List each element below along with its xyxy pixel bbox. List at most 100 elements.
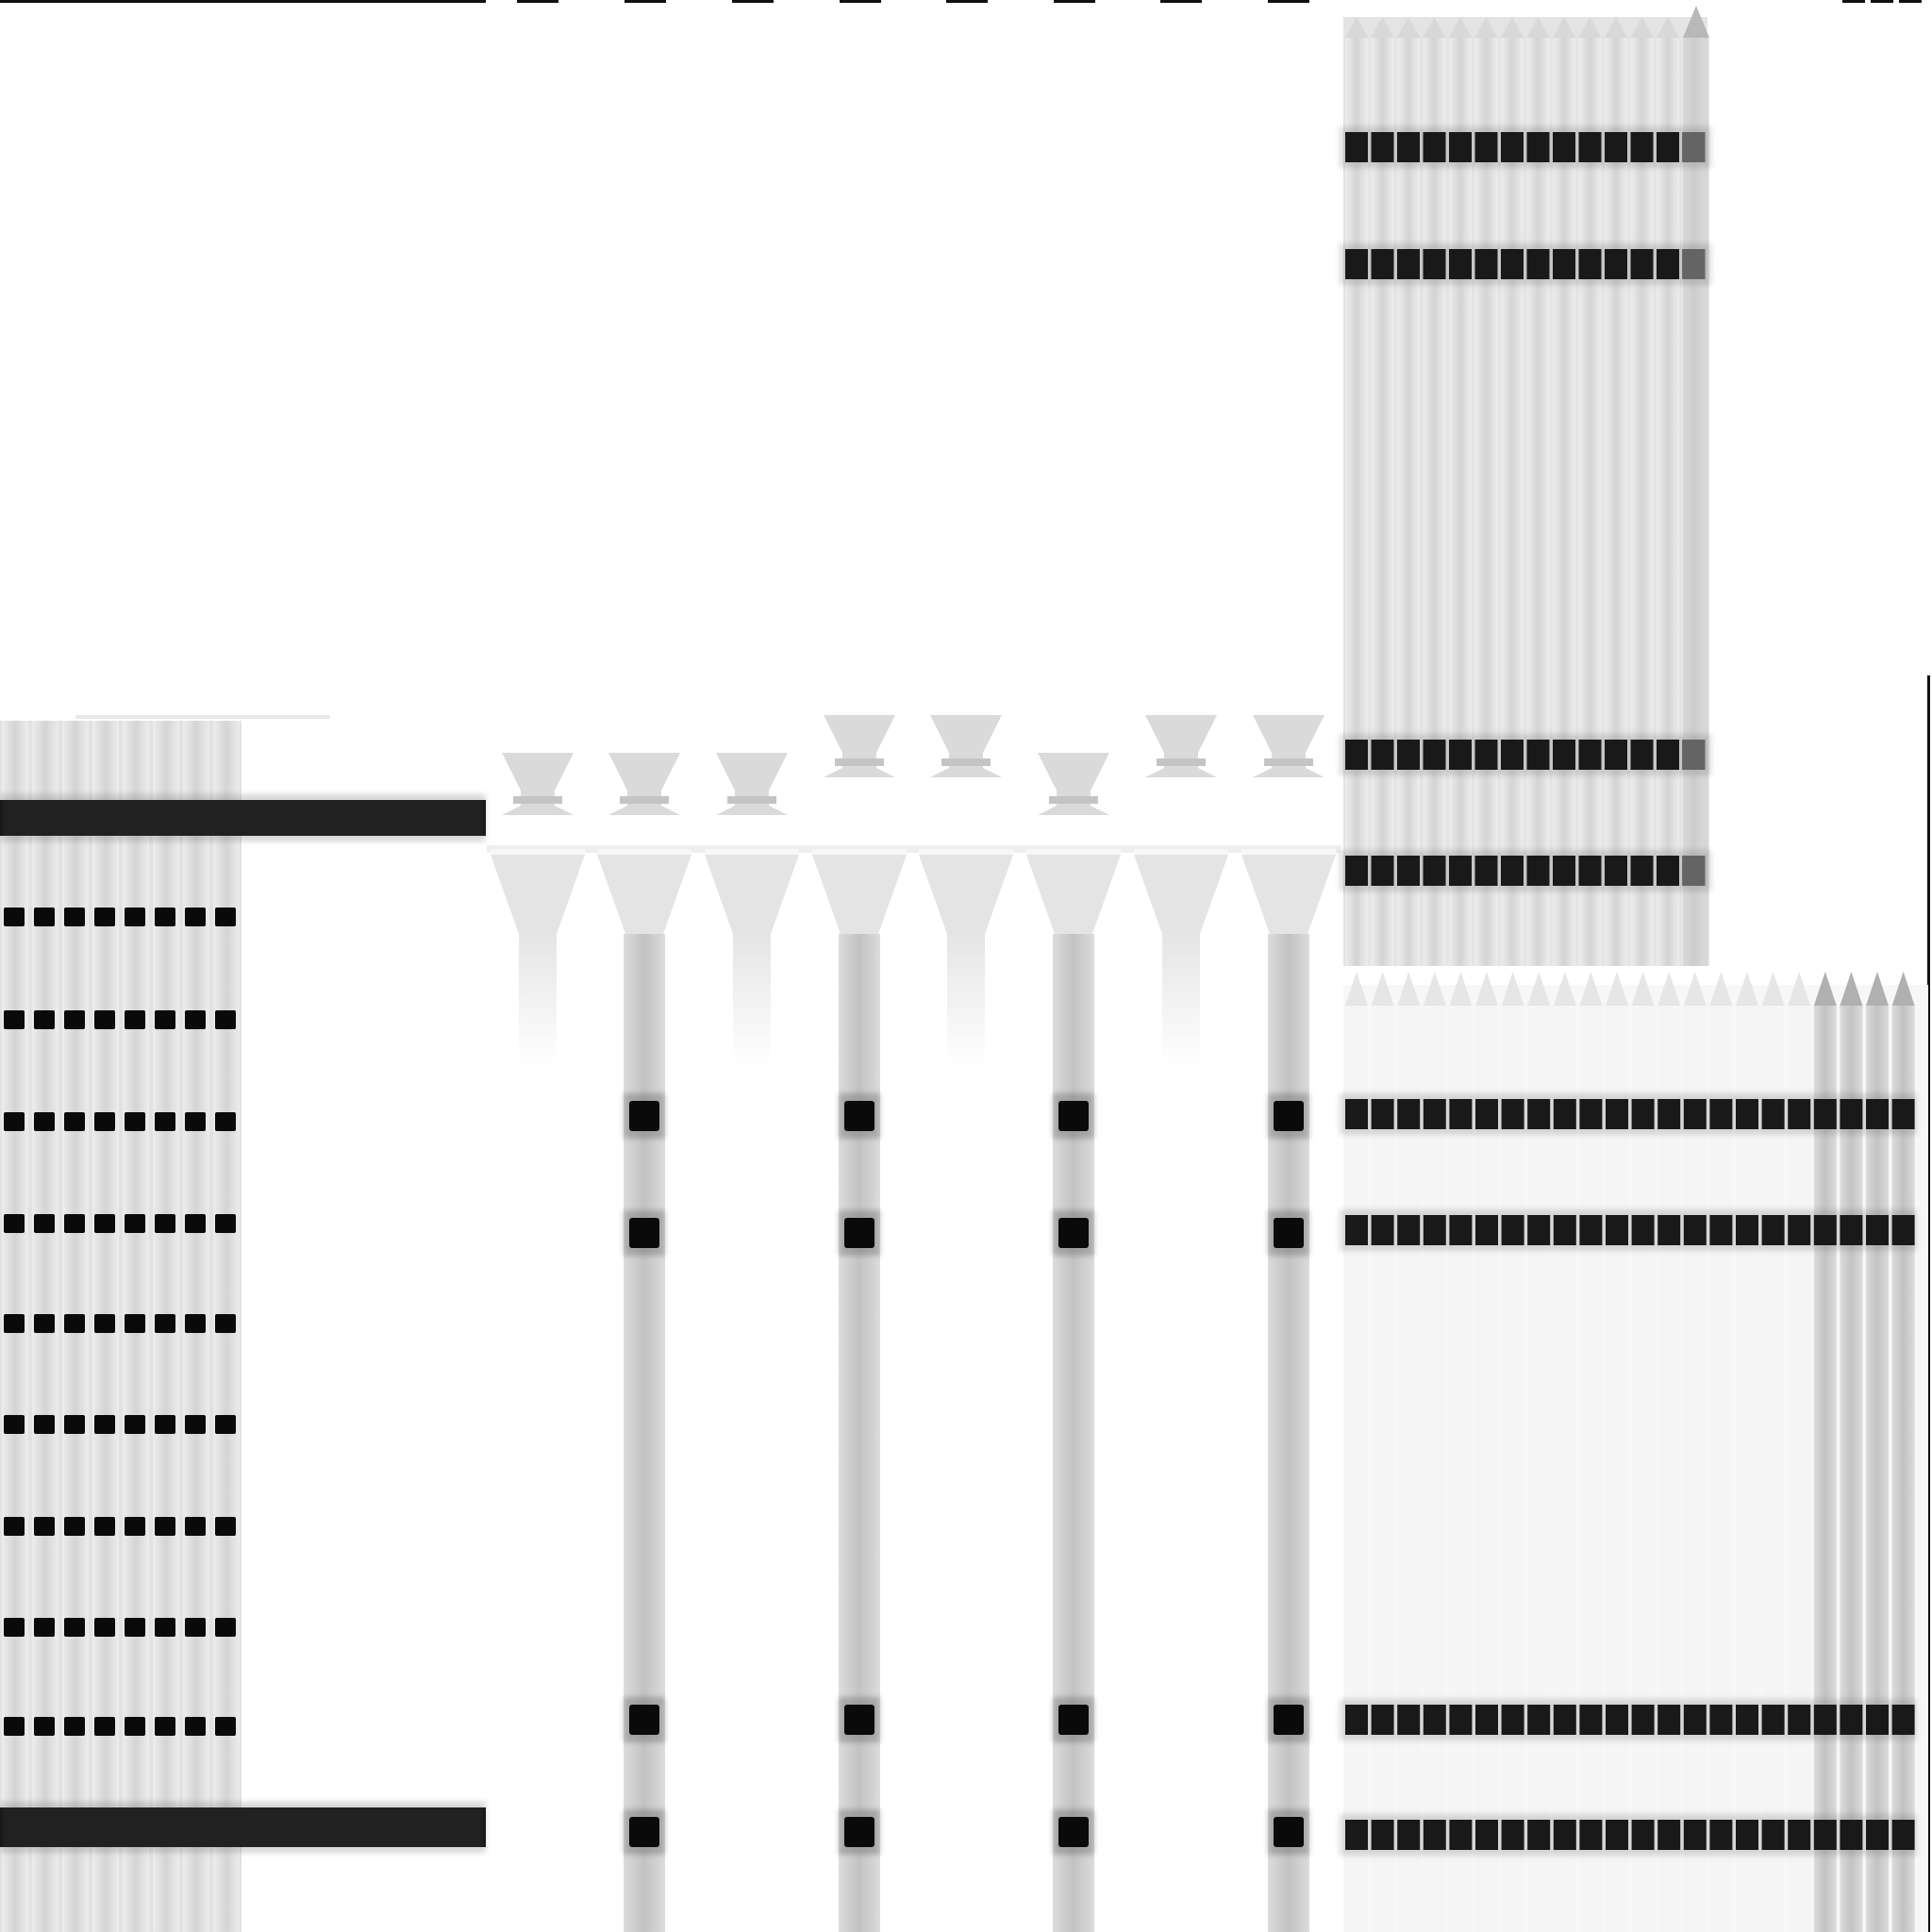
- ladder-band: [155, 1618, 175, 1637]
- well-strip: [487, 845, 1341, 853]
- lane-well: [1813, 972, 1837, 1006]
- sample-band: [1274, 1817, 1304, 1847]
- band-halo: [1340, 1209, 1917, 1251]
- well-floor: [1157, 758, 1206, 766]
- lane-well: [1891, 972, 1915, 1006]
- lane-body: [1813, 1006, 1837, 1932]
- gel-lane: [491, 753, 585, 1066]
- band-halo: [1340, 734, 1711, 775]
- lane-body: [1268, 934, 1309, 1932]
- lane-well: [1605, 17, 1627, 38]
- ladder-band: [64, 1010, 85, 1029]
- lane-body: [1397, 38, 1420, 966]
- ladder-band: [155, 1717, 175, 1736]
- ladder-band: [125, 1010, 145, 1029]
- ladder-band: [215, 1112, 236, 1131]
- funnel-rim: [812, 849, 907, 855]
- sample-well: [716, 753, 788, 815]
- gel-lane: [1241, 715, 1336, 1932]
- well-floor: [513, 796, 562, 804]
- lane-well: [1423, 17, 1446, 38]
- lane-well: [1526, 17, 1550, 38]
- ladder-band: [215, 1517, 236, 1536]
- lane-well: [1345, 17, 1368, 38]
- ladder-band: [34, 1214, 55, 1233]
- lane-well: [1709, 972, 1733, 1006]
- ladder-band: [215, 1618, 236, 1637]
- lane-body: [1501, 38, 1524, 966]
- ladder-band: [155, 1415, 175, 1434]
- ladder-band: [94, 1214, 115, 1233]
- lane-body: [1397, 1006, 1421, 1932]
- lane-well: [1631, 972, 1655, 1006]
- lane-smear: [947, 934, 985, 1066]
- ladder-band: [125, 1415, 145, 1434]
- lane-well: [1449, 17, 1472, 38]
- lane-body: [1761, 1006, 1785, 1932]
- gel-lane: [812, 715, 907, 1932]
- sample-band: [1058, 1218, 1089, 1248]
- lane-body: [1501, 1006, 1524, 1932]
- lane-body: [1053, 934, 1094, 1932]
- lane-body: [1449, 38, 1472, 966]
- sample-well: [502, 753, 574, 815]
- top-edge-tick: [1268, 0, 1309, 3]
- funnel-rim: [1134, 849, 1228, 855]
- ladder-band: [34, 1010, 55, 1029]
- gel-lane: [1866, 972, 1889, 1932]
- ladder-band: [34, 1517, 55, 1536]
- right-edge-line: [1927, 675, 1930, 1932]
- lane-body: [1683, 1006, 1707, 1932]
- ladder-band: [125, 1214, 145, 1233]
- band-halo: [0, 1802, 486, 1853]
- lane-funnel: [705, 855, 799, 934]
- ladder-band: [4, 1314, 25, 1333]
- ladder-band: [125, 908, 145, 926]
- funnel-rim: [597, 849, 691, 855]
- lane-funnel: [1134, 855, 1228, 934]
- lane-body: [1527, 1006, 1551, 1932]
- top-edge-tick: [1871, 0, 1893, 3]
- band-halo: [1340, 1814, 1917, 1856]
- top-edge-tick: [517, 0, 558, 3]
- ladder-band: [185, 1010, 206, 1029]
- lane-body: [1605, 38, 1627, 966]
- band-halo: [1340, 126, 1711, 168]
- top-edge-tick: [732, 0, 774, 3]
- sample-band: [629, 1218, 659, 1248]
- lane-well: [1579, 972, 1603, 1006]
- ladder-band: [155, 908, 175, 926]
- lane-body: [1371, 1006, 1394, 1932]
- ladder-band: [34, 1717, 55, 1736]
- ladder-band: [94, 1415, 115, 1434]
- lane-body: [1553, 1006, 1576, 1932]
- ladder-band: [125, 1717, 145, 1736]
- lane-body: [1578, 38, 1602, 966]
- top-edge-tick: [1842, 0, 1865, 3]
- ladder-band: [155, 1517, 175, 1536]
- lane-body: [1423, 1006, 1446, 1932]
- funnel-rim: [1026, 849, 1121, 855]
- lane-body: [1891, 1006, 1915, 1932]
- well-floor: [727, 796, 776, 804]
- lane-body: [1449, 1006, 1473, 1932]
- ladder-band: [34, 1618, 55, 1637]
- lane-well: [1606, 972, 1628, 1006]
- ladder-band: [4, 908, 25, 926]
- ladder-band: [4, 1517, 25, 1536]
- ladder-band: [185, 1415, 206, 1434]
- lane-well: [1840, 972, 1863, 1006]
- ladder-band: [34, 1314, 55, 1333]
- lane-body: [1840, 1006, 1863, 1932]
- ladder-band: [125, 1618, 145, 1637]
- sample-band: [844, 1817, 874, 1847]
- sample-well: [824, 715, 895, 777]
- lane-body: [1866, 1006, 1889, 1932]
- band-halo: [1340, 850, 1711, 891]
- lane-body: [839, 934, 880, 1932]
- sample-well: [1145, 715, 1217, 777]
- ladder-band: [155, 1314, 175, 1333]
- lane-well: [1553, 972, 1576, 1006]
- well-floor: [1264, 758, 1313, 766]
- panel-bottom-right: [1340, 972, 1928, 1932]
